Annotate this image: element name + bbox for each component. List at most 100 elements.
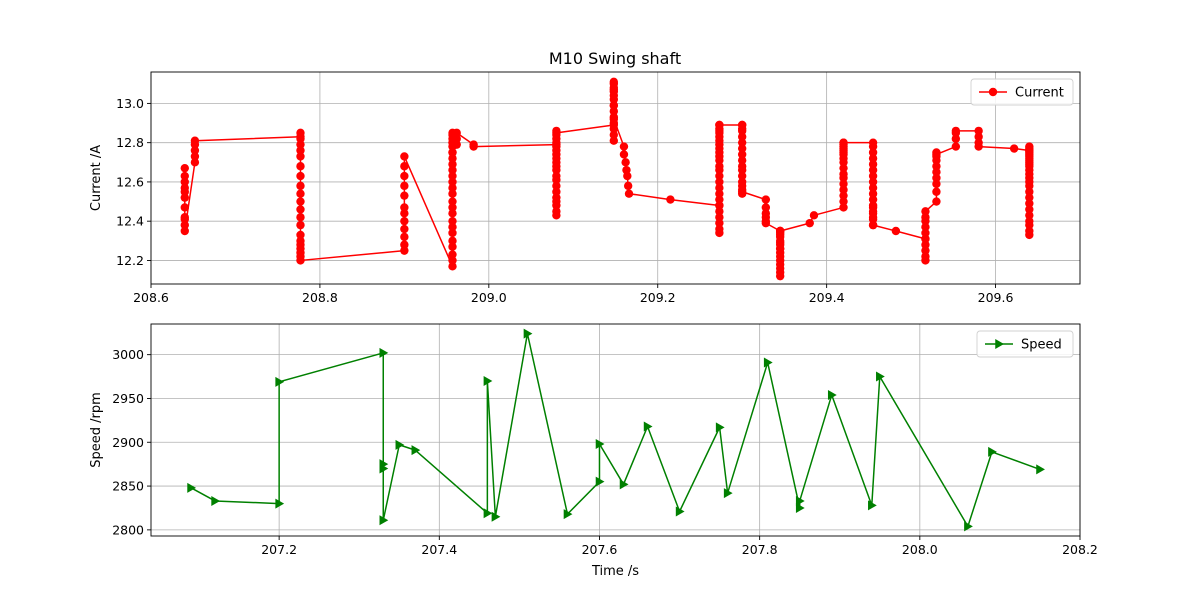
legend-marker — [988, 87, 998, 97]
data-point — [296, 171, 305, 181]
legend-box — [976, 330, 1074, 358]
y-tick-label: 2800 — [112, 522, 144, 537]
data-point — [296, 146, 305, 155]
y-axis-label: Current /A — [89, 145, 104, 211]
data-point — [400, 181, 409, 191]
data-point — [868, 203, 878, 212]
data-point — [491, 511, 501, 522]
data-point — [809, 211, 819, 220]
data-point — [448, 171, 457, 181]
data-point — [715, 171, 724, 181]
data-point — [296, 162, 305, 171]
data-point — [715, 162, 724, 171]
data-point — [666, 195, 675, 204]
data-point — [400, 224, 409, 234]
y-tick-label: 2850 — [112, 479, 144, 494]
data-point — [737, 138, 747, 147]
data-point — [868, 209, 878, 218]
data-point — [868, 142, 878, 151]
data-point — [775, 244, 785, 253]
data-point — [868, 500, 877, 511]
data-point — [839, 148, 848, 157]
data-point — [296, 189, 305, 198]
data-point — [839, 163, 848, 173]
data-point — [448, 222, 457, 232]
data-point — [868, 171, 878, 181]
data-point — [932, 162, 941, 171]
data-point — [839, 169, 848, 179]
data-point — [839, 138, 848, 147]
data-point — [868, 177, 878, 187]
data-point — [400, 209, 409, 218]
data-point — [891, 226, 901, 236]
data-point — [675, 506, 685, 517]
data-point — [974, 142, 983, 151]
data-point — [775, 226, 785, 236]
data-point — [448, 189, 457, 198]
data-point — [951, 134, 961, 143]
data-point — [180, 177, 189, 187]
data-point — [448, 165, 457, 175]
y-axis-label: Speed /rpm — [89, 392, 104, 468]
data-point — [296, 134, 305, 143]
data-point — [839, 191, 848, 200]
y-tick-label: 12.8 — [116, 135, 144, 150]
x-tick-label: 207.6 — [582, 542, 618, 557]
data-point — [839, 179, 848, 189]
data-point — [400, 216, 409, 226]
data-point — [1025, 193, 1034, 202]
data-point — [921, 222, 930, 232]
data-point — [190, 136, 200, 145]
data-point — [296, 205, 305, 214]
legend-label: Current — [1015, 86, 1064, 101]
data-point — [737, 187, 747, 196]
data-point — [623, 181, 633, 191]
data-point — [715, 177, 724, 187]
data-point — [400, 152, 409, 161]
data-point — [609, 114, 619, 124]
data-point — [932, 167, 941, 177]
data-point — [988, 446, 997, 457]
data-point — [296, 256, 305, 265]
data-point — [761, 203, 771, 212]
data-point — [400, 191, 409, 200]
x-tick-label: 207.4 — [421, 542, 457, 557]
data-point — [448, 262, 457, 271]
data-point — [619, 142, 629, 151]
legend-box — [970, 78, 1074, 106]
speed-plot: 207.2 207.4 207.6 207.8 208.0 208.2 2800 2850 29… — [89, 323, 1098, 579]
data-point — [932, 197, 941, 206]
data-point — [296, 128, 305, 138]
data-point — [379, 463, 389, 474]
data-point — [1025, 199, 1034, 208]
data-point — [932, 173, 941, 183]
data-point — [868, 215, 878, 224]
data-point — [563, 509, 573, 520]
data-point — [775, 238, 785, 247]
data-point — [448, 160, 457, 169]
data-point — [211, 495, 221, 506]
data-point — [379, 347, 389, 358]
data-point — [379, 515, 389, 526]
data-point — [761, 218, 771, 228]
data-point — [552, 171, 561, 181]
y-tick-label: 2950 — [112, 391, 144, 406]
y-tick-label: 12.6 — [116, 174, 144, 189]
data-point — [448, 183, 457, 193]
data-point — [552, 193, 561, 202]
data-point — [1025, 160, 1034, 169]
x-tick-label: 207.8 — [742, 542, 778, 557]
data-point — [296, 152, 305, 161]
data-point — [180, 215, 189, 224]
data-point — [921, 213, 930, 222]
data-point — [523, 328, 533, 339]
data-point — [932, 179, 941, 189]
data-point — [400, 171, 409, 181]
data-point — [921, 234, 930, 244]
x-tick-label: 208.6 — [133, 290, 169, 305]
data-point — [296, 230, 305, 240]
data-point — [737, 144, 747, 153]
data-point — [609, 107, 619, 116]
data-point — [609, 77, 619, 87]
